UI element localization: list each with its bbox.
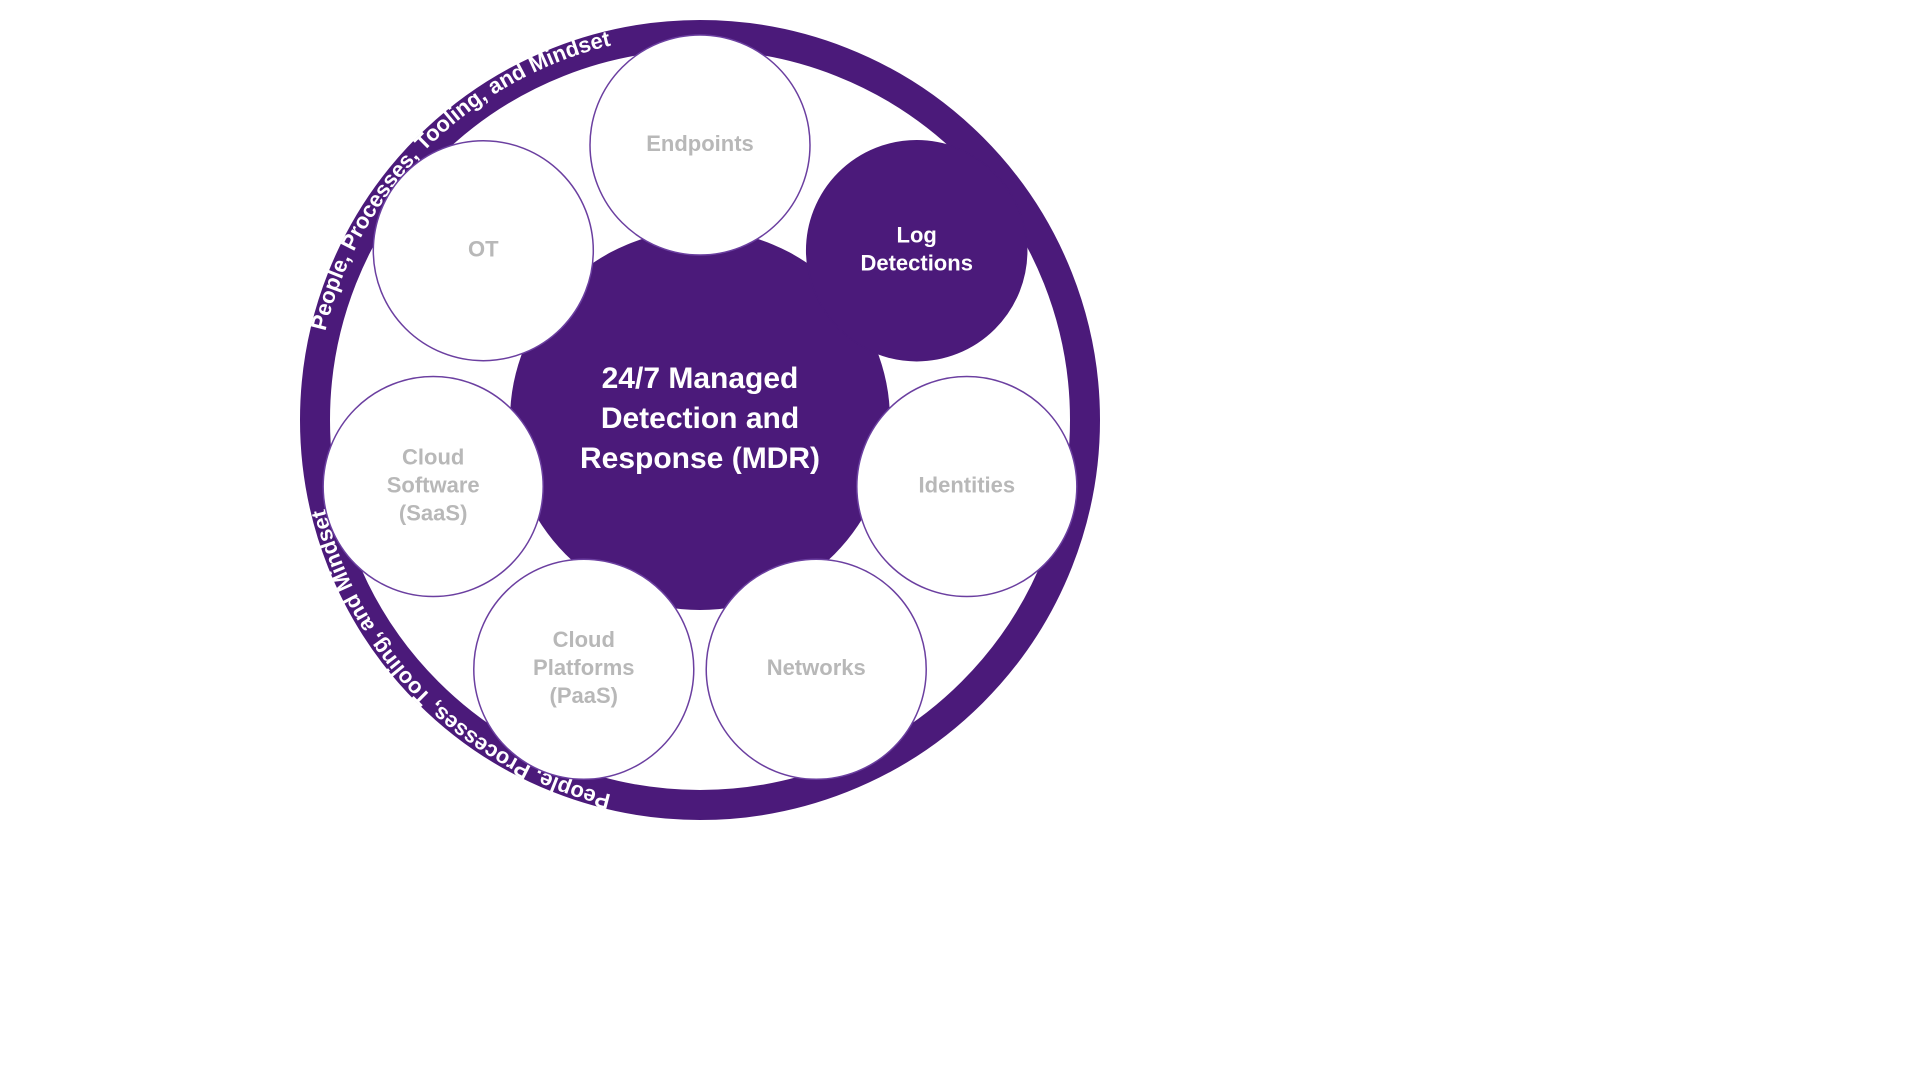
node-ot: OT	[373, 141, 593, 361]
node-identities: Identities	[857, 377, 1077, 597]
node-label-line: Cloud	[402, 444, 464, 469]
node-cloud-paas: Cloud Platforms (PaaS)	[474, 559, 694, 779]
node-endpoints: Endpoints	[590, 35, 810, 255]
hub-label-line: Response (MDR)	[580, 442, 820, 475]
node-label-line: Endpoints	[646, 131, 754, 156]
hub-label: 24/7 Managed Detection and Response (MDR)	[580, 362, 820, 475]
mdr-diagram: People, Processes, Tooling, and MindsetP…	[0, 0, 1920, 1080]
node-cloud-saas: Cloud Software (SaaS)	[323, 377, 543, 597]
node-label-line: Log	[897, 223, 937, 248]
node-label-line: (SaaS)	[399, 500, 467, 525]
node-label-line: Networks	[767, 655, 866, 680]
hub-label-line: Detection and	[601, 402, 799, 435]
node-log-detections: Log Detections	[807, 141, 1027, 361]
node-label-line: Identities	[919, 472, 1016, 497]
node-label-line: Cloud	[553, 627, 615, 652]
hub-label-line: 24/7 Managed	[602, 362, 799, 395]
node-networks: Networks	[706, 559, 926, 779]
node-label-line: Platforms	[533, 655, 634, 680]
node-label-line: Software	[387, 472, 480, 497]
node-label-line: OT	[468, 237, 499, 262]
node-label-line: Detections	[860, 251, 972, 276]
diagram-stage: People, Processes, Tooling, and MindsetP…	[0, 0, 1920, 1080]
node-label-line: (PaaS)	[550, 683, 618, 708]
